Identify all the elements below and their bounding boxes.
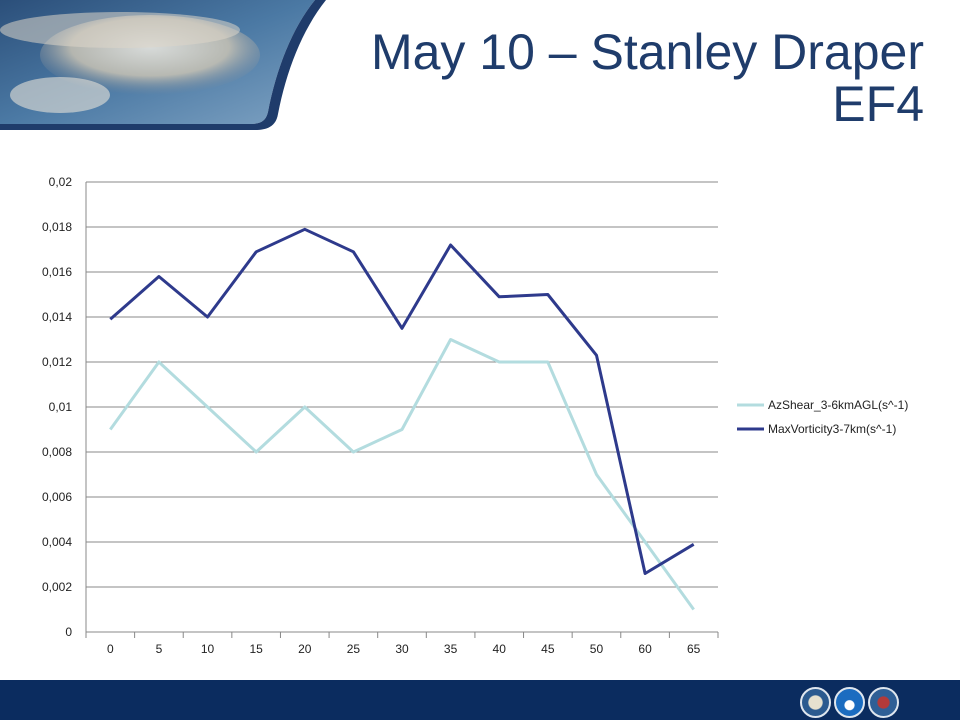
legend-label-2: MaxVorticity3-7km(s^-1)	[768, 422, 896, 436]
x-tick-label: 0	[107, 642, 114, 656]
y-tick-label: 0,002	[42, 580, 72, 594]
y-tick-label: 0,008	[42, 445, 72, 459]
x-tick-label: 45	[541, 642, 555, 656]
series-line-2	[109, 227, 695, 575]
legend-label-1: AzShear_3-6kmAGL(s^-1)	[768, 398, 908, 412]
x-tick-label: 60	[638, 642, 652, 656]
slide-title-line-2: EF4	[832, 76, 924, 132]
y-tick-label: 0,004	[42, 535, 72, 549]
x-tick-label: 30	[395, 642, 409, 656]
line-chart: 0 0,002 0,004 0,006 0,008 0,01 0,012 0,014 0,016…	[42, 175, 908, 656]
x-tick-label: 15	[249, 642, 263, 656]
storm-banner	[0, 0, 326, 130]
series-line-1	[109, 338, 695, 611]
y-tick-label: 0,018	[42, 220, 72, 234]
nws-seal-icon	[868, 687, 899, 718]
y-tick-label: 0,012	[42, 355, 72, 369]
y-tick-label: 0,016	[42, 265, 72, 279]
y-tick-label: 0,02	[49, 175, 73, 189]
y-tick-label: 0	[65, 625, 72, 639]
x-tick-label: 25	[347, 642, 361, 656]
commerce-seal-icon	[800, 687, 831, 718]
y-tick-label: 0,006	[42, 490, 72, 504]
x-tick-label: 50	[590, 642, 604, 656]
y-tick-label: 0,01	[49, 400, 73, 414]
x-tick-label: 65	[687, 642, 701, 656]
noaa-seal-icon	[834, 687, 865, 718]
slide-title-line-1: May 10 – Stanley Draper	[370, 24, 924, 80]
x-tick-label: 35	[444, 642, 458, 656]
x-tick-label: 5	[156, 642, 163, 656]
y-tick-label: 0,014	[42, 310, 72, 324]
slide-title: May 10 – Stanley Draper EF4	[284, 26, 924, 130]
x-tick-label: 20	[298, 642, 312, 656]
footer-bar	[0, 680, 960, 720]
x-tick-label: 40	[493, 642, 507, 656]
x-tick-label: 10	[201, 642, 215, 656]
